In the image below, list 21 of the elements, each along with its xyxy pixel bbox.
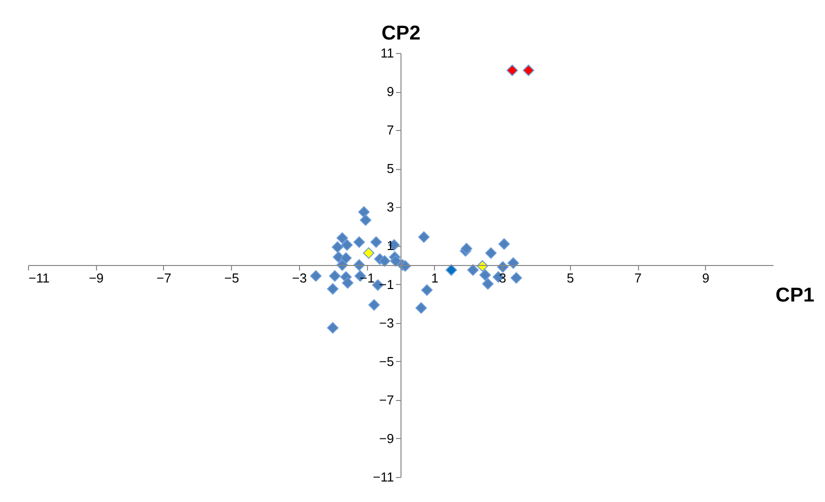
y-axis-title: CP2	[382, 22, 420, 44]
x-tick-label: 1	[431, 270, 438, 286]
x-tick-label: −5	[224, 270, 240, 286]
y-tick-label: 11	[380, 46, 394, 60]
x-tick-label: −9	[88, 270, 104, 286]
y-tick-label: 9	[386, 84, 394, 100]
y-tick-label: −7	[379, 392, 394, 408]
y-tick-label: 3	[386, 200, 394, 215]
y-tick-label: 5	[386, 161, 394, 176]
x-tick-label: −11	[28, 270, 50, 286]
y-tick-label: −3	[379, 315, 394, 330]
x-tick-label: −3	[292, 270, 307, 286]
x-tick-label: −7	[156, 270, 172, 286]
x-axis-title: CP1	[776, 284, 814, 306]
x-tick-label: 9	[702, 270, 710, 286]
y-tick-label: −5	[379, 354, 394, 369]
y-tick-label: −11	[372, 470, 394, 484]
y-tick-label: 7	[386, 122, 394, 138]
x-tick-label: 7	[634, 270, 642, 286]
x-tick-label: 5	[566, 270, 574, 286]
y-tick-label: −9	[379, 430, 394, 446]
